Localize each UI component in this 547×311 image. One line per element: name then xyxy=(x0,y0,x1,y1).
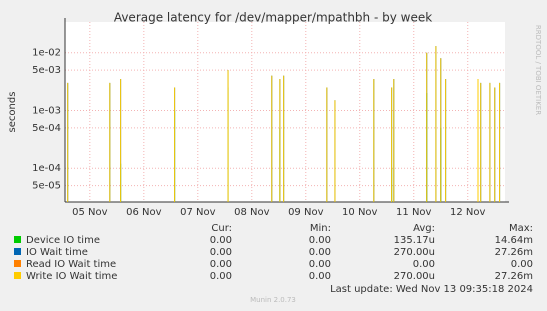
last-update: Last update: Wed Nov 13 09:35:18 2024 xyxy=(330,284,533,295)
y-tick-label: 5e-03 xyxy=(32,65,61,76)
x-tick-label: 07 Nov xyxy=(180,207,216,218)
legend-stat: 27.26m xyxy=(495,247,533,258)
y-tick-label: 5e-05 xyxy=(32,181,61,192)
legend-stat: 27.26m xyxy=(495,271,533,282)
legend-stat: 135.17u xyxy=(394,235,435,246)
x-tick-label: 06 Nov xyxy=(126,207,162,218)
legend-stat: 0.00 xyxy=(210,271,232,282)
legend-stat: 270.00u xyxy=(394,271,435,282)
footer: Munin 2.0.73 xyxy=(250,296,296,304)
legend-swatch xyxy=(14,248,21,255)
x-tick-label: 12 Nov xyxy=(450,207,486,218)
column-header: Min: xyxy=(310,223,331,234)
legend-label: Write IO Wait time xyxy=(26,271,117,282)
x-tick-label: 10 Nov xyxy=(342,207,378,218)
legend-swatch xyxy=(14,272,21,279)
legend-label: IO Wait time xyxy=(26,247,88,258)
y-tick-label: 1e-02 xyxy=(32,48,61,59)
legend-stat: 14.64m xyxy=(495,235,533,246)
legend-stat: 0.00 xyxy=(309,271,331,282)
legend-stat: 0.00 xyxy=(210,247,232,258)
legend-label: Device IO time xyxy=(26,235,100,246)
x-tick-label: 08 Nov xyxy=(234,207,270,218)
legend-stat: 270.00u xyxy=(394,247,435,258)
x-tick-label: 05 Nov xyxy=(72,207,108,218)
legend-stat: 0.00 xyxy=(413,259,435,270)
x-tick-label: 11 Nov xyxy=(396,207,432,218)
y-tick-label: 1e-03 xyxy=(32,105,61,116)
y-axis-label: seconds xyxy=(7,92,18,133)
legend-stat: 0.00 xyxy=(511,259,533,270)
x-tick-label: 09 Nov xyxy=(288,207,324,218)
y-tick-label: 1e-04 xyxy=(32,163,61,174)
plot-area xyxy=(65,22,505,202)
legend-swatch xyxy=(14,236,21,243)
column-header: Cur: xyxy=(211,223,232,234)
chart-title: Average latency for /dev/mapper/mpathbh … xyxy=(114,11,432,25)
side-label: RRDTOOL / TOBI OETIKER xyxy=(534,25,542,115)
legend-stat: 0.00 xyxy=(309,235,331,246)
y-tick-label: 5e-04 xyxy=(32,123,61,134)
legend-swatch xyxy=(14,260,21,267)
legend-stat: 0.00 xyxy=(309,259,331,270)
legend-label: Read IO Wait time xyxy=(26,259,116,270)
column-header: Avg: xyxy=(413,223,435,234)
column-header: Max: xyxy=(509,223,533,234)
legend-stat: 0.00 xyxy=(309,247,331,258)
legend-stat: 0.00 xyxy=(210,259,232,270)
legend-stat: 0.00 xyxy=(210,235,232,246)
